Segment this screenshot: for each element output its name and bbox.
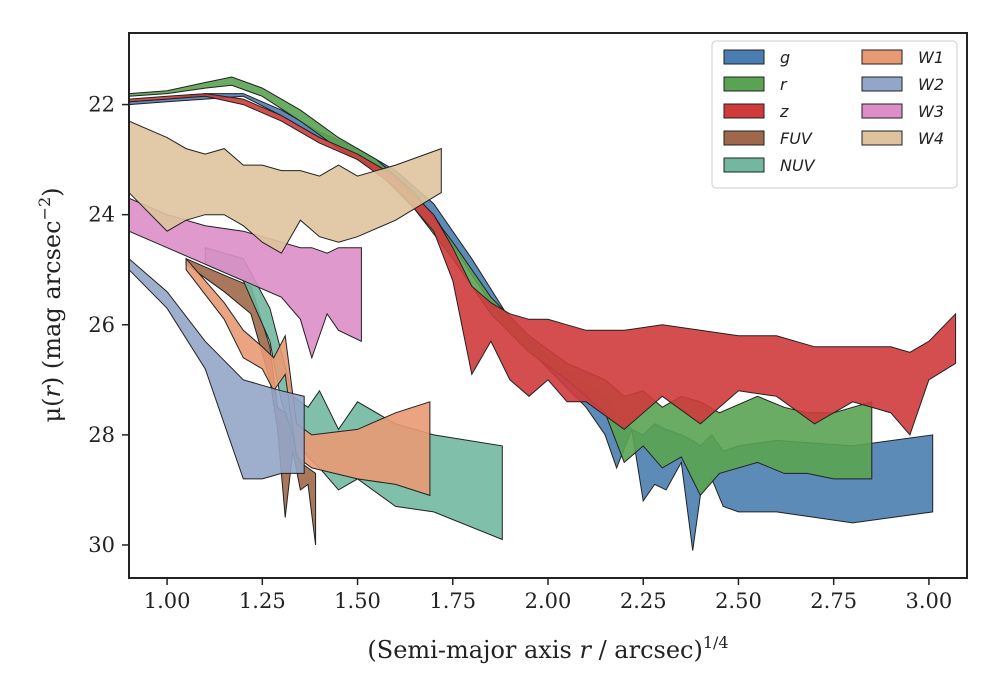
series-band-w1 bbox=[185, 257, 431, 497]
x-tick-label: 1.25 bbox=[239, 589, 286, 613]
legend: grz FUV NUV W1 W2 W3 W4 bbox=[711, 40, 958, 189]
series-band-z bbox=[129, 93, 957, 436]
x-tick-label: 2.75 bbox=[810, 589, 857, 613]
x-tick-label: 1.75 bbox=[429, 589, 476, 613]
x-tick-label: 3.00 bbox=[906, 589, 953, 613]
ticks-layer: 1.00 1.25 1.50 1.75 2.00 2.25 2.50 2.75 3.00 22 24… bbox=[88, 93, 952, 613]
y-tick-label: 26 bbox=[88, 313, 115, 337]
legend-label-r: r bbox=[780, 75, 788, 94]
x-tick-label: 2.25 bbox=[620, 589, 667, 613]
series-band-w4 bbox=[129, 120, 442, 254]
y-tick-label: 28 bbox=[88, 423, 115, 447]
legend-swatch-w1 bbox=[861, 49, 903, 65]
legend-swatch-nuv bbox=[723, 157, 765, 173]
legend-label-g: g bbox=[780, 48, 790, 67]
x-tick-label: 1.00 bbox=[144, 589, 191, 613]
legend-swatch-r bbox=[723, 76, 765, 92]
series-layer bbox=[129, 76, 957, 551]
legend-swatch-z bbox=[723, 103, 765, 119]
x-axis-label: (Semi-major axis r / arcsec)1/4 bbox=[367, 633, 728, 664]
legend-swatch-fuv bbox=[723, 130, 765, 146]
legend-label-w1: W1 bbox=[918, 48, 944, 67]
legend-swatch-w4 bbox=[861, 130, 903, 146]
x-tick-label: 1.50 bbox=[334, 589, 381, 613]
series-band-w2 bbox=[129, 258, 305, 480]
y-tick-label: 24 bbox=[88, 203, 115, 227]
legend-label-w4: W4 bbox=[918, 129, 944, 148]
legend-swatch-w3 bbox=[861, 103, 903, 119]
legend-label-w3: W3 bbox=[918, 102, 944, 121]
x-tick-label: 2.00 bbox=[525, 589, 572, 613]
y-axis-label: μ(r) (mag arcsec−2) bbox=[35, 187, 66, 422]
legend-label-nuv: NUV bbox=[780, 156, 816, 175]
legend-label-w2: W2 bbox=[918, 75, 944, 94]
y-tick-label: 22 bbox=[88, 93, 115, 117]
legend-label-fuv: FUV bbox=[780, 129, 813, 148]
x-tick-label: 2.50 bbox=[715, 589, 762, 613]
legend-label-z: z bbox=[779, 102, 789, 121]
legend-swatch-g bbox=[723, 49, 765, 65]
legend-swatch-w2 bbox=[861, 76, 903, 92]
y-tick-label: 30 bbox=[88, 533, 115, 557]
